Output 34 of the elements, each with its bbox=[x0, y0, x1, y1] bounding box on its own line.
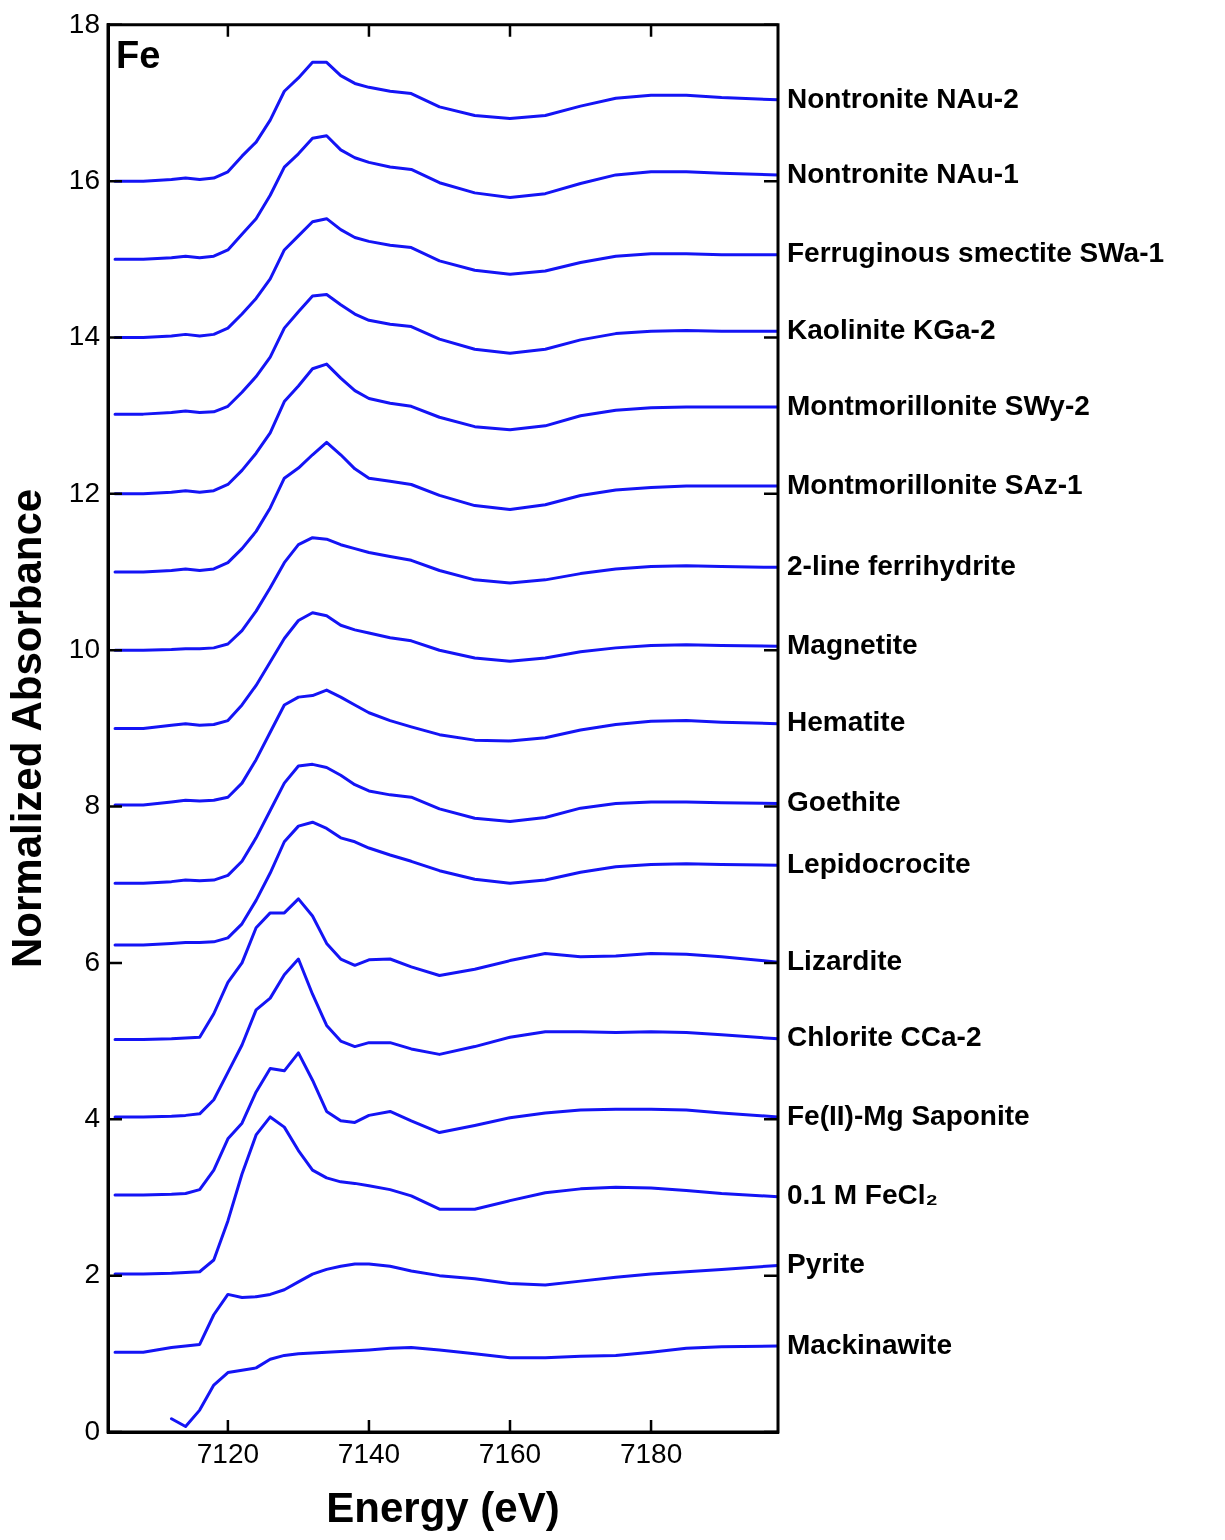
series-label: Kaolinite KGa-2 bbox=[787, 313, 996, 345]
y-tick-label: 2 bbox=[84, 1258, 100, 1290]
y-tick-label: 4 bbox=[84, 1102, 100, 1134]
series-label: Fe(II)-Mg Saponite bbox=[787, 1099, 1030, 1131]
series-label: Mackinawite bbox=[787, 1328, 952, 1360]
series-label: Magnetite bbox=[787, 629, 918, 661]
series-label: 0.1 M FeCl₂ bbox=[787, 1179, 938, 1211]
series-label: Lepidocrocite bbox=[787, 847, 971, 879]
y-tick-label: 8 bbox=[84, 789, 100, 821]
y-tick-label: 18 bbox=[68, 7, 100, 39]
series-label: Pyrite bbox=[787, 1248, 865, 1280]
y-tick-label: 0 bbox=[84, 1414, 100, 1446]
x-tick-label: 7120 bbox=[196, 1437, 260, 1469]
series-label: Ferruginous smectite SWa-1 bbox=[787, 237, 1165, 269]
series-label: Nontronite NAu-1 bbox=[787, 157, 1019, 189]
y-tick-label: 12 bbox=[68, 476, 100, 508]
series-label: Chlorite CCa-2 bbox=[787, 1021, 982, 1053]
series-label: Nontronite NAu-2 bbox=[787, 82, 1019, 114]
x-tick-label: 7140 bbox=[337, 1437, 401, 1469]
series-label: Montmorillonite SAz-1 bbox=[787, 468, 1083, 500]
y-tick-label: 16 bbox=[68, 163, 100, 195]
series-label: Lizardite bbox=[787, 944, 903, 976]
series-label: 2-line ferrihydrite bbox=[787, 550, 1016, 582]
series-label: Hematite bbox=[787, 706, 906, 738]
x-tick-label: 7160 bbox=[478, 1437, 542, 1469]
series-label: Goethite bbox=[787, 786, 901, 818]
x-axis-title: Energy (eV) bbox=[326, 1484, 560, 1532]
y-tick-label: 6 bbox=[84, 945, 100, 977]
annotation: Fe bbox=[116, 34, 161, 77]
y-tick-label: 10 bbox=[68, 632, 100, 664]
y-tick-label: 14 bbox=[68, 320, 100, 352]
y-axis-title: Normalized Absorbance bbox=[2, 488, 50, 969]
series-label: Montmorillonite SWy-2 bbox=[787, 389, 1090, 421]
x-tick-label: 7180 bbox=[619, 1437, 683, 1469]
